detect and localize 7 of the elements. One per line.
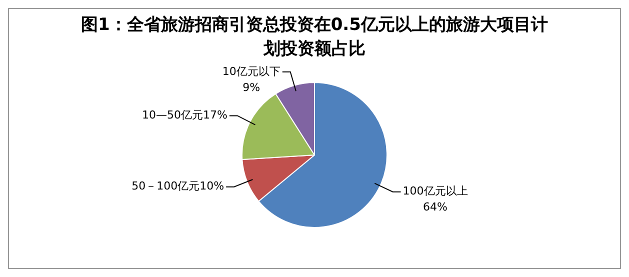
- slice-label: 10—50亿元17%: [142, 108, 228, 122]
- data-label: 9%: [242, 80, 260, 94]
- slice-label: 100亿元以上: [402, 184, 468, 198]
- slice-label: 50－100亿元10%: [132, 180, 224, 193]
- data-label: 64%: [423, 200, 448, 214]
- slice-label: 10亿元以下: [222, 64, 280, 78]
- chart-title: 图1：全省旅游招商引资总投资在0.5亿元以上的旅游大项目计划投资额占比: [80, 14, 549, 61]
